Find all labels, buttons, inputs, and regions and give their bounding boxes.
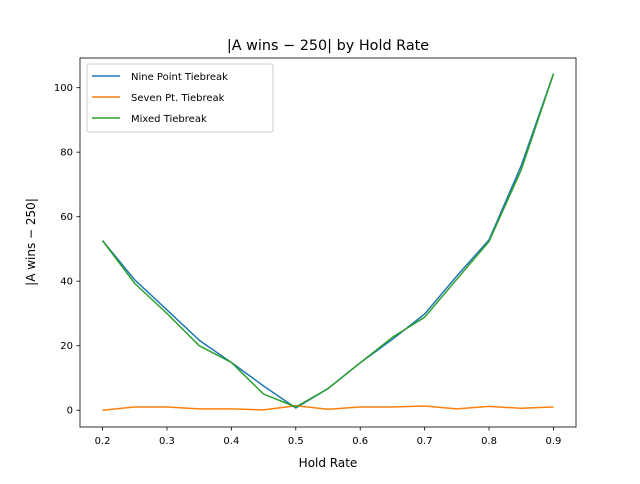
x-tick-label: 0.3: [159, 436, 175, 447]
y-tick-label: 60: [60, 212, 73, 223]
legend-label: Nine Point Tiebreak: [131, 72, 228, 83]
x-tick-label: 0.5: [288, 436, 304, 447]
x-axis: 0.2 0.3 0.4 0.5 0.6 0.7 0.8 0.9: [95, 427, 562, 447]
legend-label: Seven Pt. Tiebreak: [131, 93, 225, 104]
y-tick-label: 20: [60, 341, 73, 352]
y-axis-label: |A wins − 250|: [24, 198, 38, 286]
x-tick-label: 0.2: [95, 436, 111, 447]
x-tick-label: 0.4: [223, 436, 239, 447]
y-axis: 0 20 40 60 80 100: [54, 83, 80, 417]
x-tick-label: 0.7: [417, 436, 433, 447]
x-tick-label: 0.6: [352, 436, 368, 447]
legend: Nine Point Tiebreak Seven Pt. Tiebreak Mix…: [87, 64, 273, 132]
x-axis-label: Hold Rate: [299, 456, 358, 470]
chart-title: |A wins − 250| by Hold Rate: [227, 38, 429, 54]
y-tick-label: 40: [60, 277, 73, 288]
legend-label: Mixed Tiebreak: [131, 114, 207, 125]
y-tick-label: 80: [60, 148, 73, 159]
y-tick-label: 100: [54, 83, 73, 94]
x-tick-label: 0.8: [481, 436, 497, 447]
series-line-1: [103, 406, 554, 411]
y-tick-label: 0: [67, 406, 73, 417]
x-tick-label: 0.9: [546, 436, 562, 447]
